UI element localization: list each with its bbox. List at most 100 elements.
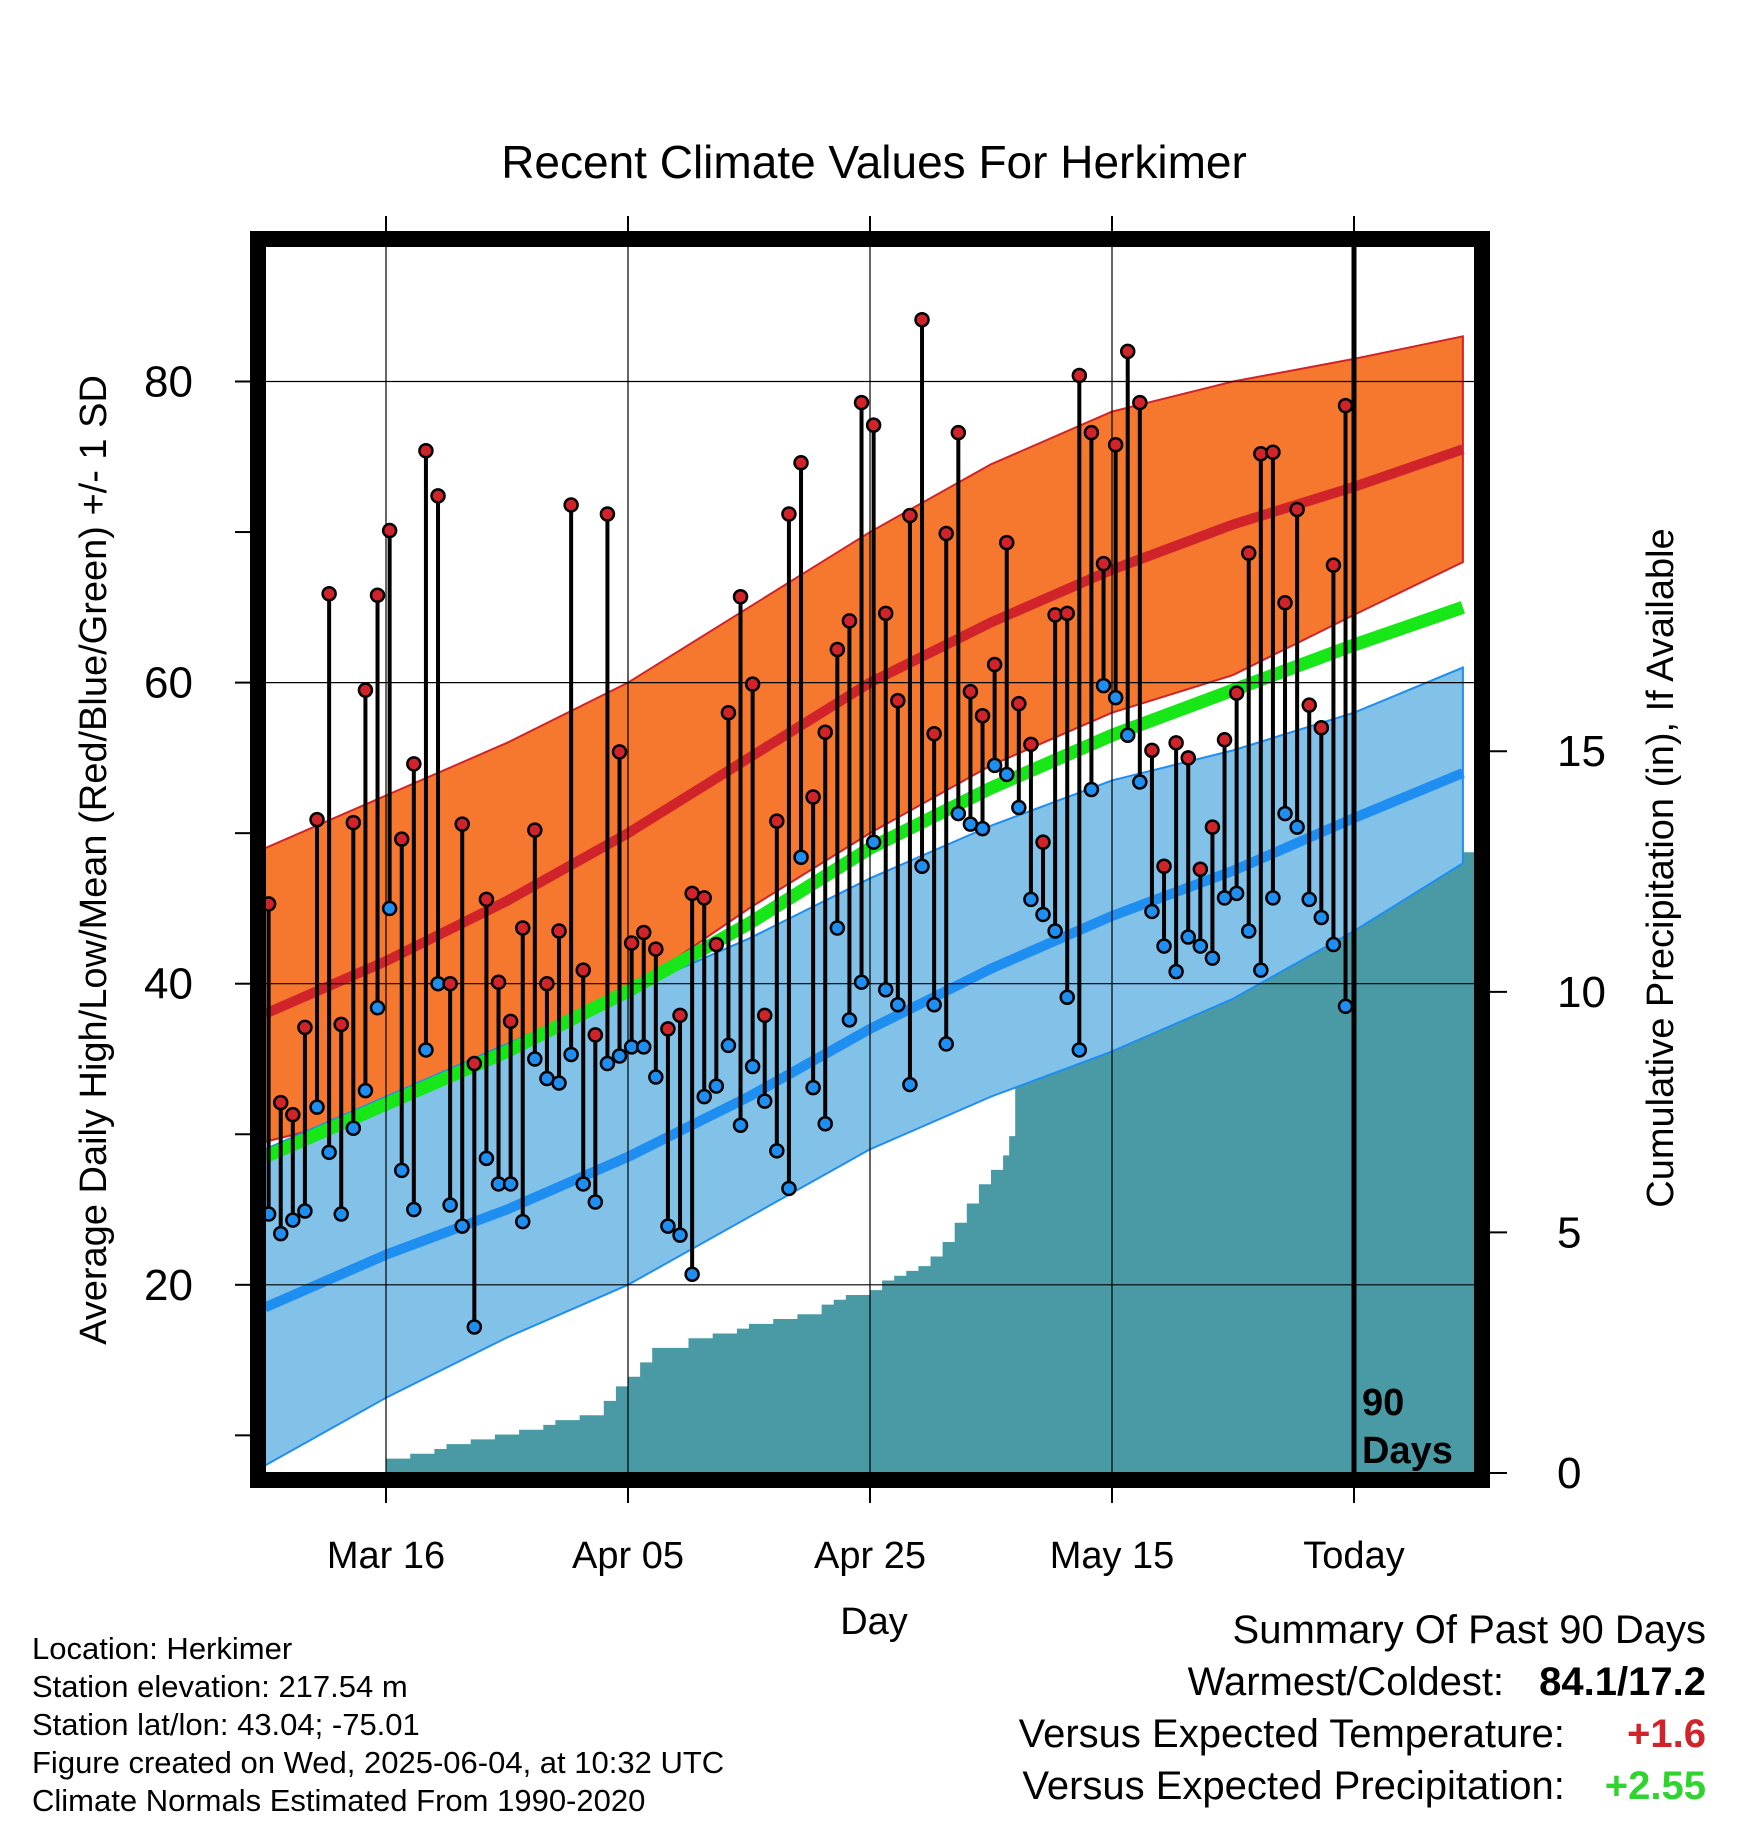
- daily-high-point: [502, 1013, 519, 1030]
- daily-low-point: [442, 1197, 458, 1213]
- temp-departure-row: Versus Expected Temperature: +1.6: [1019, 1708, 1706, 1760]
- location-text: Location: Herkimer: [32, 1631, 293, 1666]
- daily-high-point: [623, 935, 640, 951]
- precip-departure-value: +2.55: [1604, 1764, 1706, 1808]
- daily-low-point: [611, 1048, 628, 1064]
- daily-high-point: [744, 676, 761, 692]
- daily-high-point: [986, 656, 1003, 673]
- daily-low-point: [1023, 891, 1039, 908]
- daily-high-point: [527, 822, 543, 838]
- daily-high-point: [805, 789, 821, 805]
- x-tick-label: Today: [1303, 1535, 1404, 1577]
- temp-departure-label: Versus Expected Temperature:: [1018, 1712, 1565, 1756]
- daily-low-point: [1289, 819, 1305, 835]
- daily-low-point: [1011, 799, 1027, 816]
- daily-low-point: [769, 1143, 785, 1159]
- daily-low-point: [1240, 923, 1257, 939]
- daily-high-point: [793, 455, 809, 471]
- daily-high-point: [1313, 720, 1330, 736]
- plot-area: 90 Days: [265, 246, 1475, 1473]
- daily-high-point: [466, 1055, 483, 1072]
- daily-high-point: [406, 756, 422, 772]
- daily-high-point: [272, 1094, 289, 1111]
- daily-high-point: [514, 920, 531, 936]
- daily-high-point: [1156, 858, 1172, 875]
- daily-high-point: [454, 816, 470, 832]
- daily-high-point: [902, 507, 918, 524]
- daily-low-point: [1253, 962, 1269, 978]
- daily-high-point: [1337, 397, 1354, 414]
- x-tick-label: Apr 05: [572, 1535, 684, 1577]
- daily-low-point: [297, 1203, 313, 1219]
- daily-high-point: [829, 641, 846, 658]
- warmest-coldest-value: 84.1/17.2: [1539, 1660, 1706, 1704]
- daily-high-point: [393, 831, 410, 847]
- y2-tick-label: 5: [1557, 1208, 1581, 1257]
- daily-high-point: [769, 813, 785, 829]
- daily-low-point: [660, 1218, 676, 1234]
- daily-high-point: [817, 724, 833, 741]
- daily-low-point: [1337, 998, 1354, 1015]
- daily-low-point: [1119, 727, 1136, 744]
- daily-high-point: [1168, 735, 1184, 751]
- daily-high-point: [599, 506, 616, 522]
- y-tick-label: 40: [144, 960, 193, 1009]
- daily-high-point: [1144, 742, 1160, 759]
- daily-low-point: [502, 1176, 519, 1192]
- daily-low-point: [285, 1212, 301, 1228]
- today-window-label: Days: [1362, 1430, 1453, 1472]
- daily-high-point: [962, 683, 979, 700]
- daily-high-point: [418, 443, 434, 459]
- y-axis-label: Average Daily High/Low/Mean (Red/Blue/Gr…: [73, 375, 115, 1345]
- daily-high-point: [950, 424, 967, 441]
- daily-low-point: [1277, 805, 1293, 822]
- daily-low-point: [1047, 923, 1063, 939]
- daily-low-point: [514, 1213, 531, 1230]
- y2-tick-label: 0: [1557, 1449, 1581, 1498]
- daily-low-point: [1168, 963, 1184, 980]
- daily-low-point: [454, 1218, 470, 1234]
- daily-high-point: [890, 692, 906, 709]
- daily-high-point: [297, 1019, 313, 1036]
- station-info: Location: Herkimer Station elevation: 21…: [32, 1630, 724, 1820]
- daily-low-point: [1228, 885, 1245, 902]
- daily-low-point: [357, 1082, 374, 1099]
- daily-high-point: [708, 936, 725, 953]
- daily-high-point: [756, 1007, 773, 1024]
- daily-low-point: [1107, 689, 1124, 706]
- temp-departure-value: +1.6: [1627, 1712, 1706, 1756]
- daily-high-point: [611, 744, 628, 760]
- x-axis-label: Day: [840, 1601, 908, 1643]
- daily-high-point: [442, 975, 458, 992]
- daily-high-point: [998, 534, 1015, 551]
- x-tick-label: Mar 16: [327, 1535, 445, 1577]
- daily-low-point: [805, 1079, 821, 1096]
- daily-low-point: [684, 1266, 700, 1283]
- daily-high-point: [1204, 819, 1221, 835]
- daily-high-point: [1035, 834, 1051, 850]
- daily-low-point: [648, 1069, 664, 1085]
- daily-low-point: [914, 858, 930, 875]
- daily-high-point: [781, 506, 797, 522]
- daily-high-point: [478, 891, 495, 908]
- daily-high-point: [1301, 697, 1317, 713]
- daily-low-point: [998, 766, 1015, 783]
- daily-low-point: [1071, 1042, 1088, 1058]
- daily-high-point: [551, 923, 567, 939]
- daily-low-point: [853, 974, 870, 990]
- daily-low-point: [369, 1000, 386, 1016]
- daily-low-point: [1180, 929, 1196, 945]
- daily-high-point: [575, 962, 591, 978]
- daily-high-point: [265, 896, 277, 912]
- daily-low-point: [1301, 891, 1317, 908]
- daily-low-point: [890, 997, 906, 1013]
- normals-text: Climate Normals Estimated From 1990-2020: [32, 1783, 646, 1818]
- daily-low-point: [744, 1058, 761, 1075]
- daily-low-point: [696, 1088, 712, 1105]
- daily-low-point: [345, 1120, 362, 1136]
- daily-low-point: [1035, 906, 1051, 923]
- daily-low-point: [563, 1046, 579, 1063]
- daily-low-point: [309, 1099, 325, 1115]
- warmest-coldest-label: Warmest/Coldest:: [1187, 1660, 1505, 1704]
